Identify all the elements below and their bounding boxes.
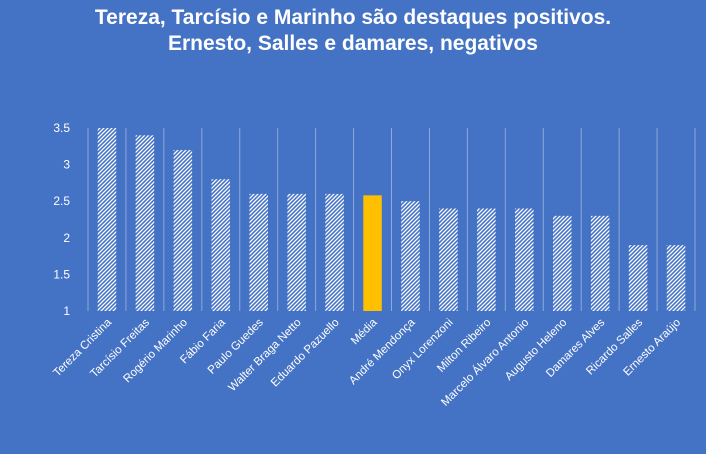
x-category-label: Walter Braga Netto bbox=[226, 317, 303, 394]
bar bbox=[439, 208, 458, 311]
x-category-label: Média bbox=[349, 316, 380, 347]
chart-title: Tereza, Tarcísio e Marinho são destaques… bbox=[94, 6, 612, 29]
bar-series bbox=[97, 128, 686, 311]
bar bbox=[211, 179, 231, 311]
x-category-label: Rogério Marinho bbox=[121, 317, 190, 386]
y-tick-label: 2.5 bbox=[53, 194, 70, 208]
chart-subtitle: Ernesto, Salles e damares, negativos bbox=[167, 32, 538, 55]
bar bbox=[135, 135, 155, 311]
bar bbox=[173, 149, 193, 311]
y-tick-label: 2 bbox=[63, 231, 70, 245]
y-tick-label: 3 bbox=[63, 158, 70, 172]
bar bbox=[515, 208, 534, 311]
bar bbox=[628, 245, 648, 311]
y-tick-label: 1.5 bbox=[53, 267, 70, 281]
bar bbox=[401, 201, 420, 311]
bar bbox=[477, 208, 496, 311]
bar bbox=[552, 215, 572, 311]
bar-media bbox=[363, 195, 382, 311]
x-category-label: Eduardo Pazuello bbox=[269, 317, 342, 390]
y-axis: 1 1.5 2 2.5 3 3.5 bbox=[53, 121, 70, 318]
bar bbox=[287, 193, 306, 311]
bar bbox=[325, 193, 344, 311]
bar bbox=[590, 215, 610, 311]
bar bbox=[97, 128, 117, 311]
x-category-label: André Mendonça bbox=[347, 316, 418, 387]
y-tick-label: 1 bbox=[63, 304, 70, 318]
bar bbox=[666, 245, 686, 311]
grid-layer bbox=[87, 128, 696, 311]
y-tick-label: 3.5 bbox=[53, 121, 70, 135]
bar bbox=[249, 193, 268, 311]
